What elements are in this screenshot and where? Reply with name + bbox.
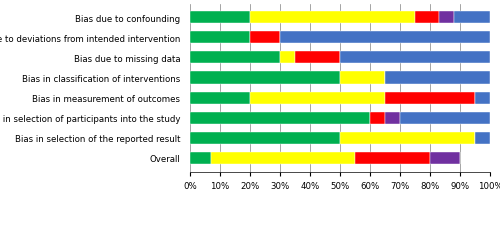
- Bar: [355, 152, 430, 164]
- Bar: [475, 92, 490, 104]
- Bar: [385, 112, 400, 124]
- Bar: [439, 12, 454, 24]
- Bar: [340, 72, 385, 84]
- Bar: [454, 12, 490, 24]
- Bar: [415, 12, 439, 24]
- Bar: [295, 52, 340, 64]
- Bar: [430, 152, 460, 164]
- Bar: [250, 32, 280, 44]
- Bar: [250, 12, 415, 24]
- Bar: [475, 132, 490, 144]
- Bar: [190, 92, 250, 104]
- Bar: [385, 72, 490, 84]
- Bar: [190, 112, 370, 124]
- Bar: [400, 112, 490, 124]
- Bar: [190, 152, 211, 164]
- Bar: [370, 112, 385, 124]
- Bar: [190, 32, 250, 44]
- Bar: [340, 132, 475, 144]
- Bar: [190, 132, 340, 144]
- Bar: [280, 32, 490, 44]
- Bar: [190, 52, 280, 64]
- Bar: [211, 152, 355, 164]
- Bar: [340, 52, 490, 64]
- Bar: [190, 12, 250, 24]
- Bar: [250, 92, 385, 104]
- Bar: [385, 92, 475, 104]
- Bar: [190, 72, 340, 84]
- Bar: [280, 52, 295, 64]
